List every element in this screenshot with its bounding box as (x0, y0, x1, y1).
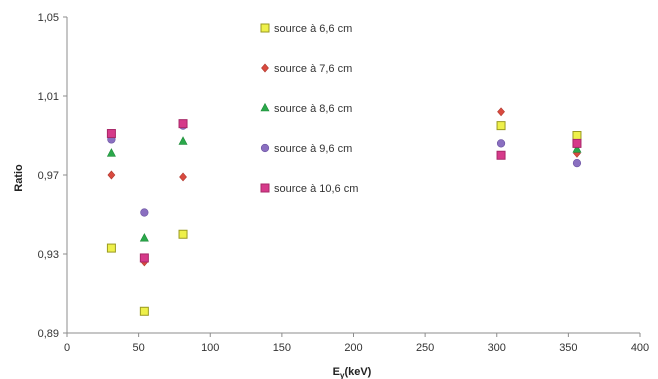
x-tick-label: 350 (559, 342, 577, 354)
axes (66, 17, 640, 334)
legend-label-2: source à 7,6 cm (274, 63, 352, 75)
y-tick-label: 0,89 (38, 328, 59, 340)
data-point-series-5 (572, 138, 582, 148)
data-point-series-3 (139, 233, 149, 242)
legend-label-3: source à 8,6 cm (274, 103, 352, 115)
data-point-series-4 (140, 208, 149, 217)
legend-marker-1 (260, 23, 270, 33)
y-tick-label: 0,93 (38, 249, 59, 261)
x-tick-label: 0 (64, 342, 70, 354)
x-tick-label: 150 (273, 342, 291, 354)
legend-label-1: source à 6,6 cm (274, 23, 352, 35)
data-point-series-1 (139, 306, 149, 316)
legend-label-4: source à 9,6 cm (274, 143, 352, 155)
legend-marker-5 (260, 183, 270, 193)
legend-marker-3 (260, 102, 270, 112)
y-tick-label: 1,05 (38, 12, 59, 24)
data-point-series-3 (572, 144, 582, 153)
y-tick-label: 0,97 (38, 170, 59, 182)
data-point-series-5 (139, 253, 149, 263)
legend-marker-2 (261, 63, 269, 73)
data-point-series-4 (572, 159, 582, 168)
y-tick-label: 1,01 (38, 91, 59, 103)
x-tick-label: 200 (344, 342, 362, 354)
legend-label-5: source à 10,6 cm (274, 183, 358, 195)
data-point-series-2 (107, 170, 116, 180)
x-tick-label: 400 (631, 342, 649, 354)
x-axis-title: Eγ(keV) (333, 366, 372, 379)
data-point-series-3 (106, 148, 116, 157)
x-tick-label: 250 (416, 342, 434, 354)
data-point-series-5 (496, 150, 506, 160)
x-tick-labels: 0 50 100 150 200 250 300 350 400 (64, 333, 649, 354)
data-point-series-3 (178, 136, 188, 145)
x-tick-label: 50 (133, 342, 145, 354)
data-point-series-2 (179, 172, 187, 182)
data-points (106, 107, 582, 316)
x-tick-label: 100 (201, 342, 219, 354)
data-point-series-1 (496, 121, 506, 131)
legend-marker-4 (260, 143, 270, 153)
data-point-series-5 (178, 119, 188, 129)
y-tick-labels: 0,89 0,93 0,97 1,01 1,05 (38, 12, 67, 340)
y-axis-title: Ratio (13, 164, 25, 192)
data-point-series-1 (106, 243, 116, 253)
legend: source à 6,6 cm source à 7,6 cm source à 8… (260, 23, 358, 195)
data-point-series-5 (106, 129, 116, 139)
data-point-series-2 (497, 107, 505, 117)
data-point-series-1 (572, 131, 582, 140)
data-point-series-1 (178, 229, 188, 239)
data-point-series-4 (496, 139, 506, 148)
x-tick-label: 300 (488, 342, 506, 354)
